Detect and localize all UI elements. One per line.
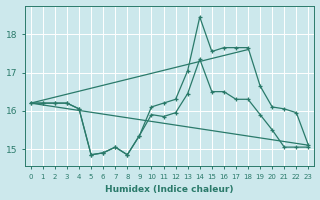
X-axis label: Humidex (Indice chaleur): Humidex (Indice chaleur) bbox=[105, 185, 234, 194]
